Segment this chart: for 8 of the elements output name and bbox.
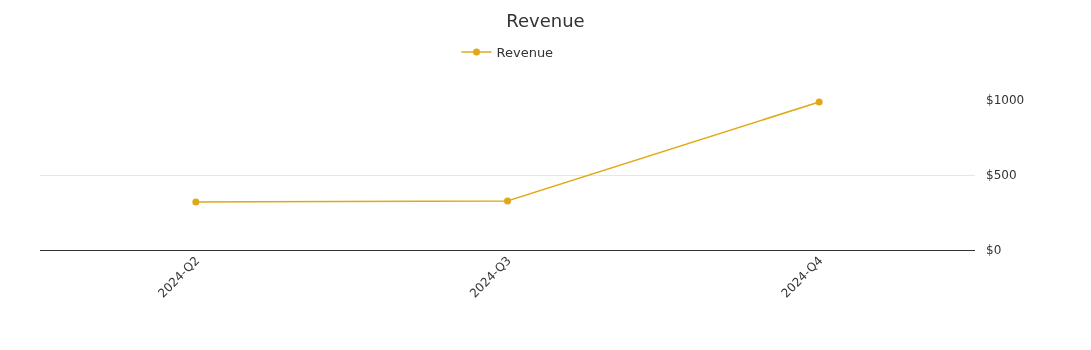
y-tick-label: $1000: [986, 93, 1025, 108]
chart-title: Revenue: [506, 9, 585, 31]
point: [504, 197, 511, 205]
point: [815, 98, 823, 106]
y-tick-label: $0: [986, 243, 1002, 258]
legend-label: Revenue: [496, 45, 554, 61]
point: [192, 198, 200, 206]
y-tick-label: $500: [986, 168, 1017, 183]
